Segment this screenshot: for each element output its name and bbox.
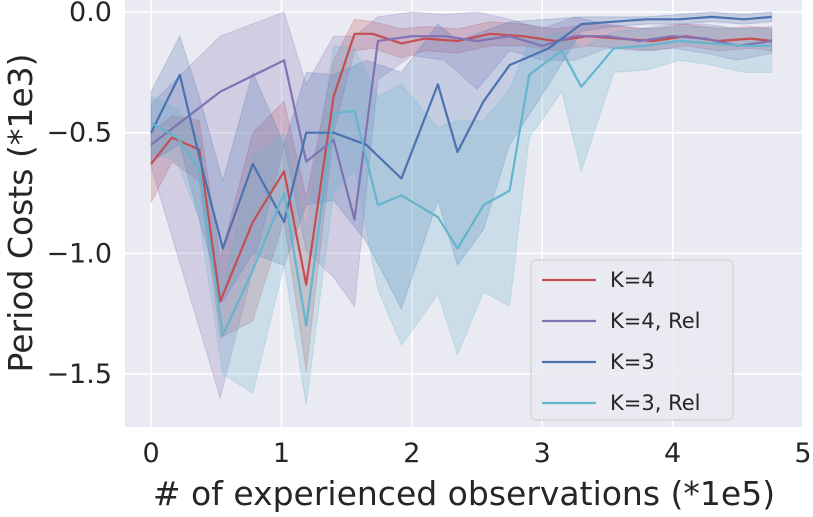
- legend-label-1: K=4: [610, 268, 655, 292]
- line-series-4: [150, 39, 772, 337]
- x-tick-labels: 0 1 2 3 4 5: [142, 438, 811, 469]
- legend-label-2: K=4, Rel: [610, 309, 700, 333]
- x-tick-label: 3: [534, 438, 551, 469]
- band-series-2: [150, 11, 773, 400]
- line-series-2: [150, 35, 772, 221]
- y-tick-label: −0.5: [46, 118, 112, 149]
- x-tick-label: 2: [403, 438, 420, 469]
- line-series-3: [150, 15, 772, 250]
- y-tick-label: −1.0: [46, 238, 112, 269]
- legend: K=4 K=4, Rel K=3 K=3, Rel: [530, 259, 734, 421]
- x-tick-label: 0: [142, 438, 159, 469]
- band-series-4: [150, 26, 773, 406]
- y-tick-labels: −1.5 −1.0 −0.5 0.0: [46, 0, 112, 390]
- x-tick-label: 1: [273, 438, 290, 469]
- legend-label-4: K=3, Rel: [610, 391, 700, 415]
- series-lines: [150, 15, 772, 337]
- y-tick-label: 0.0: [69, 0, 112, 28]
- line-series-1: [150, 32, 772, 303]
- x-axis-label: # of experienced observations (*1e5): [153, 474, 775, 513]
- y-tick-label: −1.5: [46, 359, 112, 390]
- band-series-3: [150, 11, 773, 311]
- legend-box: [530, 259, 734, 421]
- x-tick-label: 5: [794, 438, 811, 469]
- y-axis-label: Period Costs (*1e3): [1, 54, 40, 373]
- legend-label-3: K=3: [610, 350, 655, 374]
- x-tick-label: 4: [664, 438, 681, 469]
